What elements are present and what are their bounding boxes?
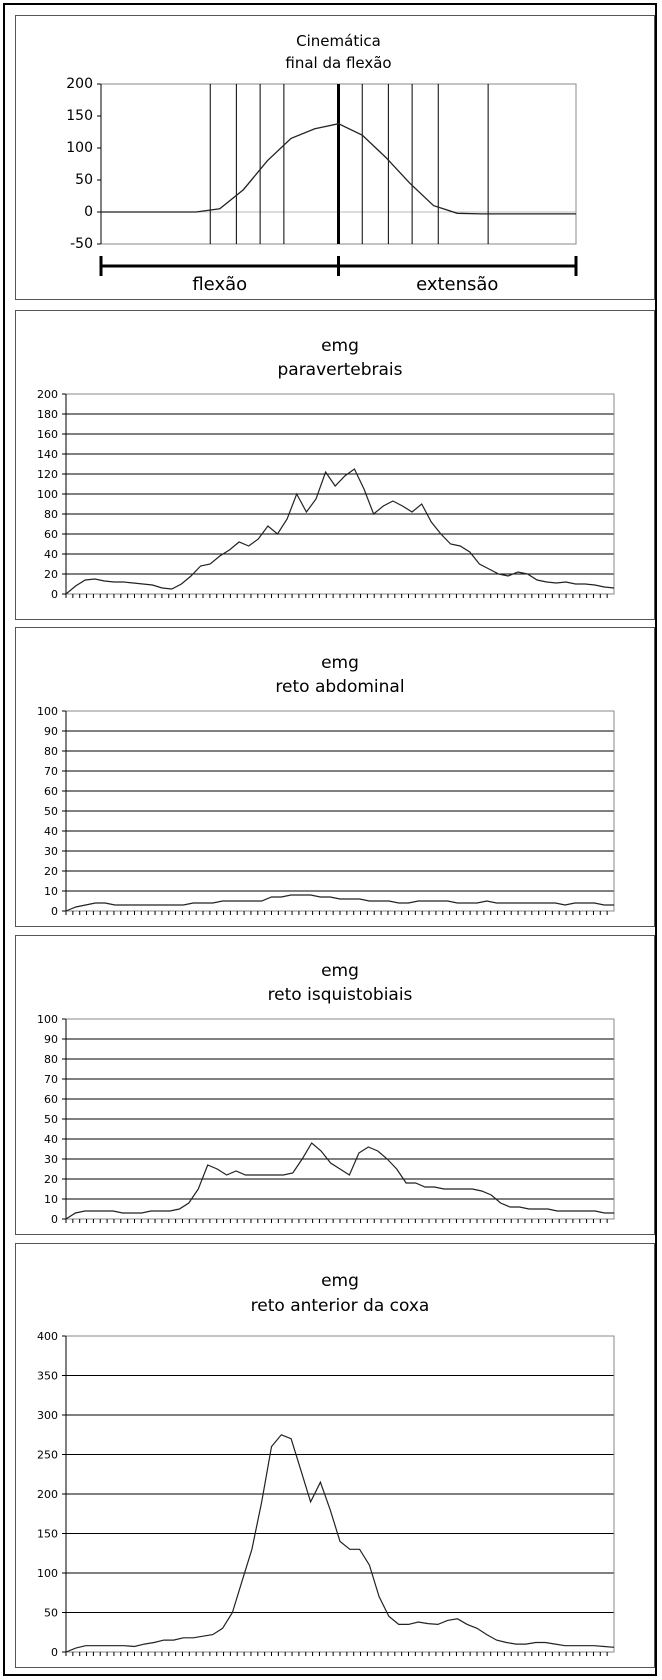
emg-isquistobiais-chart: emg reto isquistobiais 0 10 20 30 40 50 60 70 80 90… xyxy=(37,961,615,1226)
phase-label-flexao: flexão xyxy=(192,274,247,295)
chart-title-line-1: emg xyxy=(321,336,359,356)
chart-title-line-1: emg xyxy=(321,961,359,981)
y-tick-label: 30 xyxy=(44,1153,58,1166)
y-tick-label: 0 xyxy=(51,588,58,601)
emg-paravertebrais-chart: emg paravertebrais 0 20 40 60 80 100 120 140 160 18… xyxy=(37,336,615,601)
series-line xyxy=(101,123,576,215)
series-line xyxy=(65,894,614,912)
y-tick-label: 30 xyxy=(44,845,58,858)
y-tick-label: 120 xyxy=(37,468,58,481)
y-tick-label: 250 xyxy=(37,1449,58,1462)
phase-label-extensao: extensão xyxy=(416,274,498,295)
y-tick-label: 60 xyxy=(44,1093,58,1106)
y-tick-label: 100 xyxy=(37,1013,58,1026)
figure-frame: Cinemática final da flexão -50 0 50 100 150 200… xyxy=(3,3,657,1676)
kinematics-chart: Cinemática final da flexão -50 0 50 100 150 200… xyxy=(66,32,578,295)
series-line xyxy=(65,1434,615,1653)
y-tick-label: 50 xyxy=(75,172,93,188)
chart-title-line-1: emg xyxy=(321,1271,359,1291)
y-tick-label: 20 xyxy=(44,568,58,581)
series-line xyxy=(65,468,615,595)
y-tick-label: 100 xyxy=(66,140,93,156)
y-tick-label: 60 xyxy=(44,785,58,798)
y-tick-label: 80 xyxy=(44,1053,58,1066)
y-tick-label: 90 xyxy=(44,725,58,738)
y-tick-label: 50 xyxy=(44,1607,58,1620)
y-tick-label: 150 xyxy=(66,108,93,124)
y-tick-label: 0 xyxy=(51,905,58,918)
y-tick-label: 200 xyxy=(66,76,93,92)
emg-reto-abdominal-chart: emg reto abdominal 0 10 20 30 40 50 60 70 80 90 100 xyxy=(37,653,615,918)
y-tick-label: 70 xyxy=(44,1073,58,1086)
y-tick-label: 300 xyxy=(37,1409,58,1422)
emg-reto-anterior-panel: emg reto anterior da coxa 0 50 100 150 200 250 3… xyxy=(15,1243,655,1668)
y-tick-label: 200 xyxy=(37,388,58,401)
y-tick-label: 0 xyxy=(84,204,93,220)
emg-isquistobiais-panel: emg reto isquistobiais 0 10 20 30 40 50 60 70 80 90… xyxy=(15,935,655,1235)
y-tick-label: 80 xyxy=(44,745,58,758)
y-tick-label: 100 xyxy=(37,488,58,501)
series-line xyxy=(65,1142,614,1220)
y-tick-label: 40 xyxy=(44,548,58,561)
y-tick-label: 20 xyxy=(44,865,58,878)
y-tick-label: 60 xyxy=(44,528,58,541)
y-tick-label: 140 xyxy=(37,448,58,461)
y-tick-label: 0 xyxy=(51,1213,58,1226)
y-tick-label: -50 xyxy=(70,236,93,252)
chart-title-line-1: Cinemática xyxy=(296,32,381,50)
y-tick-label: 160 xyxy=(37,428,58,441)
y-tick-label: 90 xyxy=(44,1033,58,1046)
chart-title-line-1: emg xyxy=(321,653,359,673)
chart-title-line-2: reto anterior da coxa xyxy=(251,1296,430,1316)
y-tick-label: 180 xyxy=(37,408,58,421)
y-tick-label: 50 xyxy=(44,1113,58,1126)
emg-paravertebrais-panel: emg paravertebrais 0 20 40 60 80 100 120 140 160 18… xyxy=(15,310,655,620)
y-tick-label: 100 xyxy=(37,1567,58,1580)
chart-title-line-2: paravertebrais xyxy=(277,360,402,380)
y-tick-label: 50 xyxy=(44,805,58,818)
emg-reto-anterior-chart: emg reto anterior da coxa 0 50 100 150 200 250 3… xyxy=(37,1271,615,1659)
y-tick-label: 150 xyxy=(37,1528,58,1541)
chart-title-line-2: reto abdominal xyxy=(275,677,404,697)
y-tick-label: 10 xyxy=(44,1193,58,1206)
emg-reto-abdominal-panel: emg reto abdominal 0 10 20 30 40 50 60 70 80 90 100 xyxy=(15,627,655,927)
y-tick-label: 80 xyxy=(44,508,58,521)
y-tick-label: 100 xyxy=(37,705,58,718)
y-tick-label: 20 xyxy=(44,1173,58,1186)
chart-title-line-2: final da flexão xyxy=(285,54,391,72)
y-tick-label: 350 xyxy=(37,1370,58,1383)
y-tick-label: 400 xyxy=(37,1330,58,1343)
y-tick-label: 70 xyxy=(44,765,58,778)
y-tick-label: 10 xyxy=(44,885,58,898)
y-tick-label: 0 xyxy=(51,1646,58,1659)
y-tick-label: 40 xyxy=(44,1133,58,1146)
y-tick-label: 200 xyxy=(37,1488,58,1501)
y-tick-label: 40 xyxy=(44,825,58,838)
chart-title-line-2: reto isquistobiais xyxy=(268,985,413,1005)
kinematics-panel: Cinemática final da flexão -50 0 50 100 150 200… xyxy=(15,15,655,300)
